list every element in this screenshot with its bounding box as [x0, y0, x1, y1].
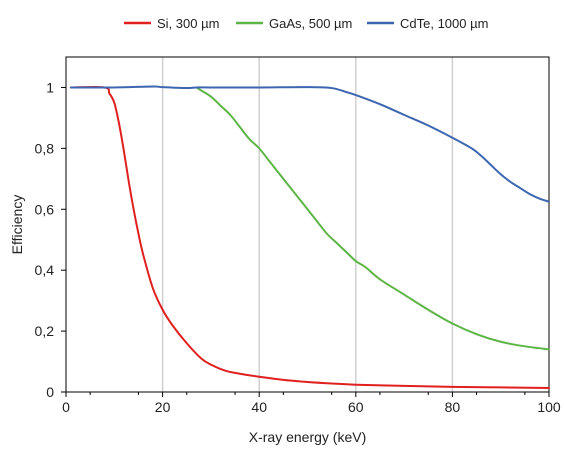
y-tick-label: 0,4 [35, 262, 55, 278]
y-axis-ticks: 0 0,2 0,4 0,6 0,8 1 [35, 79, 66, 400]
x-tick-label: 0 [62, 399, 70, 415]
legend: Si, 300 µm GaAs, 500 µm CdTe, 1000 µm [124, 16, 488, 31]
x-tick-label: 20 [155, 399, 171, 415]
y-tick-label: 0,6 [35, 201, 55, 217]
x-axis-label: X-ray energy (keV) [249, 429, 366, 445]
y-axis-label: Efficiency [9, 195, 25, 255]
y-tick-label: 0,2 [35, 323, 55, 339]
legend-label-2: CdTe, 1000 µm [400, 16, 488, 31]
series-line-2 [69, 85, 550, 203]
y-tick-label: 0,8 [35, 140, 55, 156]
legend-label-0: Si, 300 µm [157, 16, 219, 31]
series-layer [69, 85, 550, 390]
legend-label-1: GaAs, 500 µm [269, 16, 352, 31]
x-tick-label: 80 [445, 399, 461, 415]
series-line-1 [195, 86, 550, 351]
x-tick-label: 60 [348, 399, 364, 415]
x-axis-ticks: 0 20 40 60 80 100 [62, 392, 561, 415]
grid-lines [161, 57, 454, 392]
plot-area-frame [65, 56, 550, 393]
series-line-0 [69, 86, 550, 390]
y-tick-label: 0 [46, 384, 54, 400]
y-tick-label: 1 [46, 79, 54, 95]
x-tick-label: 40 [251, 399, 267, 415]
x-tick-label: 100 [537, 399, 561, 415]
